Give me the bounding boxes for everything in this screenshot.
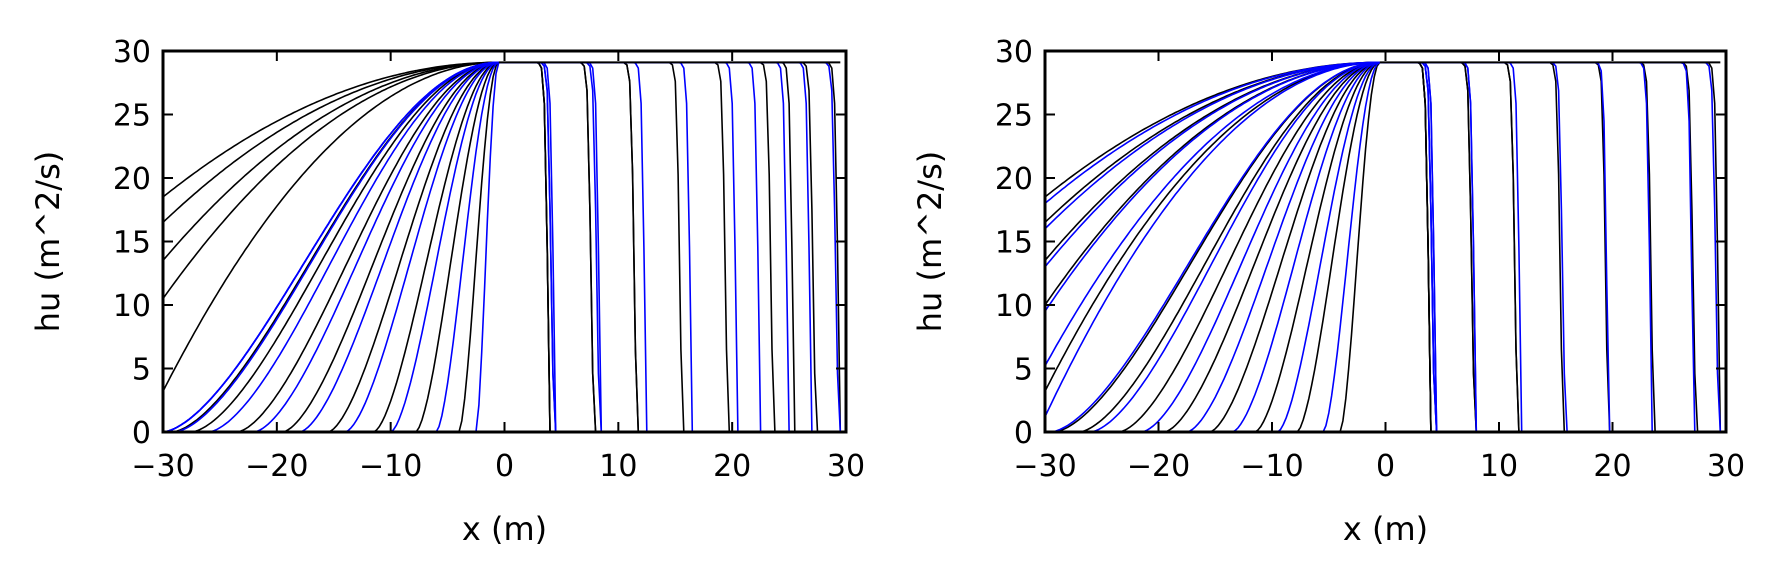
y-tick-label: 5 (1014, 353, 1033, 388)
y-tick-label: 10 (995, 289, 1033, 324)
plot-frame-left (161, 49, 848, 434)
x-tick-label: 0 (495, 449, 514, 484)
blue-profile-line (1045, 61, 1444, 433)
chart-panel-right: −30 −20 −10 0 10 20 30 0 5 10 15 20 25 30 x (m) hu (m… (911, 35, 1745, 548)
y-tick-label: 5 (132, 353, 151, 388)
x-tick-label: −30 (1013, 449, 1076, 484)
x-tick-label: −20 (245, 449, 308, 484)
x-tick-label: 20 (1593, 449, 1631, 484)
x-tick-label: 10 (1480, 449, 1518, 484)
y-tick-label: 20 (113, 162, 151, 197)
y-tick-label: 0 (1014, 416, 1033, 451)
ticks-left (162, 50, 847, 433)
black-profile-line (1045, 61, 1481, 433)
blue-profile-line (162, 61, 796, 433)
black-profile-line (162, 61, 802, 433)
y-axis-label-left: hu (m^2/s) (29, 151, 67, 333)
x-axis-label-left: x (m) (462, 510, 547, 548)
y-tick-label: 30 (113, 35, 151, 70)
ticks-right (1044, 50, 1727, 433)
series-lines-left (162, 61, 846, 433)
black-profile-line (1045, 61, 1524, 433)
blue-profile-line (162, 61, 819, 433)
blue-profile-line (1045, 61, 1484, 433)
y-tick-label: 30 (995, 35, 1033, 70)
y-tick-label: 15 (995, 226, 1033, 261)
chart-panel-left: −30 −20 −10 0 10 20 30 0 5 10 15 20 25 30 x (m) hu (m… (29, 35, 865, 548)
black-profile-line (1044, 61, 1570, 433)
y-tick-label: 10 (113, 289, 151, 324)
black-profile-line (1045, 61, 1481, 433)
tick-labels-left: −30 −20 −10 0 10 20 30 0 5 10 15 20 25 30 (113, 35, 865, 484)
plot-frame-right (1043, 49, 1728, 434)
blue-profile-line (1044, 61, 1572, 433)
blue-profile-line (163, 61, 700, 433)
blue-profile-line (1045, 61, 1444, 433)
y-tick-label: 0 (132, 416, 151, 451)
black-profile-line (1044, 61, 1615, 433)
x-tick-label: 10 (599, 449, 637, 484)
blue-profile-line (1045, 61, 1484, 433)
y-tick-label: 20 (995, 162, 1033, 197)
x-tick-label: −20 (1127, 449, 1190, 484)
y-tick-label: 15 (113, 226, 151, 261)
x-tick-label: 30 (1707, 449, 1745, 484)
x-tick-label: −10 (359, 449, 422, 484)
x-tick-label: 20 (713, 449, 751, 484)
y-tick-label: 25 (995, 99, 1033, 134)
black-profile-line (1045, 61, 1524, 433)
blue-profile-line (1044, 61, 1616, 433)
blue-profile-line (163, 61, 563, 433)
y-axis-label-right: hu (m^2/s) (911, 151, 949, 333)
tick-labels-right: −30 −20 −10 0 10 20 30 0 5 10 15 20 25 30 (995, 35, 1745, 484)
x-tick-label: 0 (1376, 449, 1395, 484)
x-axis-label-right: x (m) (1343, 510, 1428, 548)
x-tick-label: −10 (1240, 449, 1303, 484)
x-tick-label: −30 (131, 449, 194, 484)
y-tick-label: 25 (113, 99, 151, 134)
series-lines-right (1044, 61, 1726, 433)
x-tick-label: 30 (827, 449, 865, 484)
